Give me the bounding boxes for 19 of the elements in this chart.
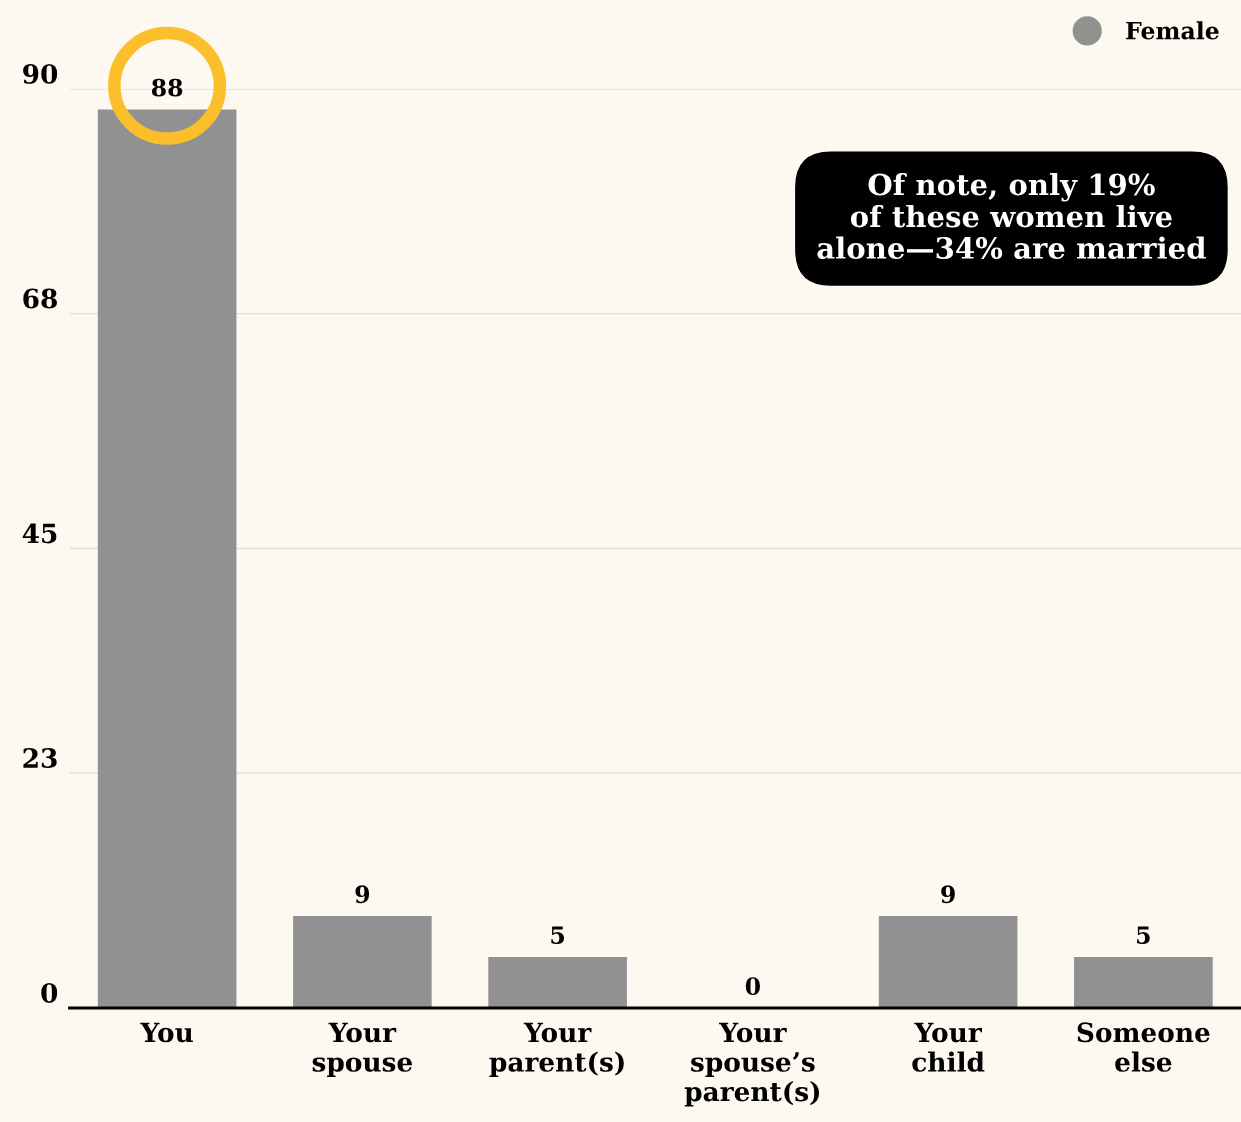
- y-tick-label: 23: [23, 748, 57, 769]
- legend-label: Female: [1126, 21, 1219, 40]
- data-label: 9: [941, 885, 955, 904]
- data-label: 5: [1137, 926, 1150, 945]
- data-label: 0: [745, 977, 760, 996]
- x-tick-label: Your spouse: [312, 1022, 413, 1077]
- y-tick-label: 0: [41, 982, 58, 1003]
- x-tick-label: Someone else: [1077, 1022, 1210, 1072]
- y-tick-label: 90: [23, 63, 58, 84]
- data-label: 9: [355, 885, 370, 904]
- x-tick-label: Your child: [912, 1022, 985, 1072]
- data-label: 5: [551, 926, 565, 945]
- data-label: 88: [151, 78, 183, 97]
- y-tick-label: 68: [23, 288, 57, 309]
- x-tick-label: You: [140, 1022, 193, 1043]
- x-tick-label: Your parent(s): [489, 1022, 624, 1077]
- annotation: Of note, only 19% of these women live alone—34% are married: [817, 172, 1206, 260]
- x-tick-label: Your spouse’s parent(s): [684, 1022, 820, 1107]
- y-tick-label: 45: [22, 523, 57, 544]
